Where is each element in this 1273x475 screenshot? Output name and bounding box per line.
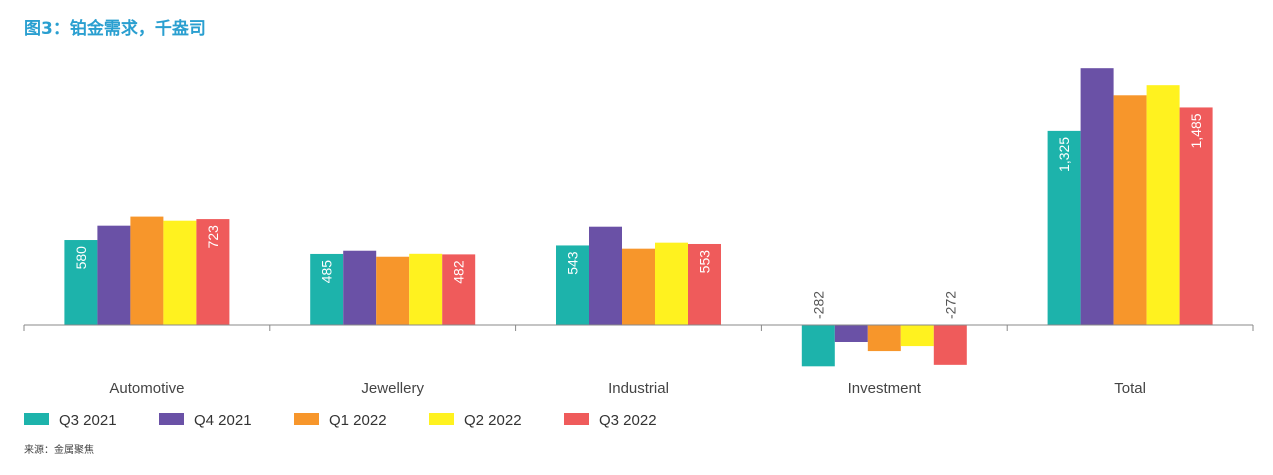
category-label: Investment: [848, 380, 922, 397]
data-label: 482: [451, 260, 467, 284]
bar-automotive-q3-2021: [64, 240, 98, 325]
legend-swatch: [159, 413, 184, 425]
legend-label: Q3 2021: [59, 412, 117, 429]
bar-automotive-q2-2022: [163, 220, 197, 325]
bar-automotive-q3-2022: [196, 219, 230, 325]
bar-industrial-q2-2022: [655, 242, 688, 325]
bar-industrial-q3-2022: [688, 243, 721, 325]
category-label: Industrial: [608, 380, 669, 397]
bar-jewellery-q2-2022: [409, 253, 443, 325]
data-label: 580: [73, 246, 89, 270]
bar-investment-q3-2022: [933, 325, 967, 365]
data-label: 543: [565, 251, 581, 275]
bar-total-q3-2022: [1179, 107, 1213, 325]
bar-total-q4-2021: [1080, 68, 1114, 326]
category-label: Total: [1114, 380, 1146, 397]
bar-investment-q3-2021: [801, 325, 835, 367]
category-label: Jewellery: [361, 380, 424, 397]
data-label: 553: [697, 250, 713, 274]
bar-jewellery-q1-2022: [376, 256, 410, 325]
data-label: -282: [810, 291, 826, 319]
bar-total-q2-2022: [1146, 85, 1180, 325]
bar-automotive-q4-2021: [97, 225, 131, 325]
data-label: -272: [942, 291, 958, 319]
source-note: 来源：金属聚焦: [24, 443, 94, 456]
legend-swatch: [24, 413, 49, 425]
data-label: 723: [205, 225, 221, 249]
bar-total-q1-2022: [1113, 95, 1147, 326]
bar-industrial-q3-2021: [556, 245, 589, 325]
bar-investment-q1-2022: [867, 325, 901, 352]
bar-investment-q2-2022: [900, 325, 934, 347]
chart-title: 图3：铂金需求，千盎司: [24, 18, 206, 39]
bar-industrial-q4-2021: [589, 226, 622, 325]
legend-label: Q4 2021: [194, 412, 252, 429]
legend-label: Q3 2022: [599, 412, 657, 429]
category-label: Automotive: [109, 380, 184, 397]
bar-jewellery-q4-2021: [343, 250, 377, 325]
data-label: 1,485: [1188, 113, 1204, 148]
data-label: 485: [319, 260, 335, 284]
legend-swatch: [294, 413, 319, 425]
legend-swatch: [429, 413, 454, 425]
bar-total-q3-2021: [1047, 130, 1081, 325]
legend-swatch: [564, 413, 589, 425]
data-label: 1,325: [1056, 137, 1072, 172]
bar-jewellery-q3-2021: [310, 253, 344, 325]
legend-label: Q1 2022: [329, 412, 387, 429]
legend-label: Q2 2022: [464, 412, 522, 429]
bar-industrial-q1-2022: [622, 248, 655, 325]
bar-automotive-q1-2022: [130, 216, 164, 325]
bar-jewellery-q3-2022: [442, 254, 476, 325]
bar-investment-q4-2021: [834, 325, 868, 342]
